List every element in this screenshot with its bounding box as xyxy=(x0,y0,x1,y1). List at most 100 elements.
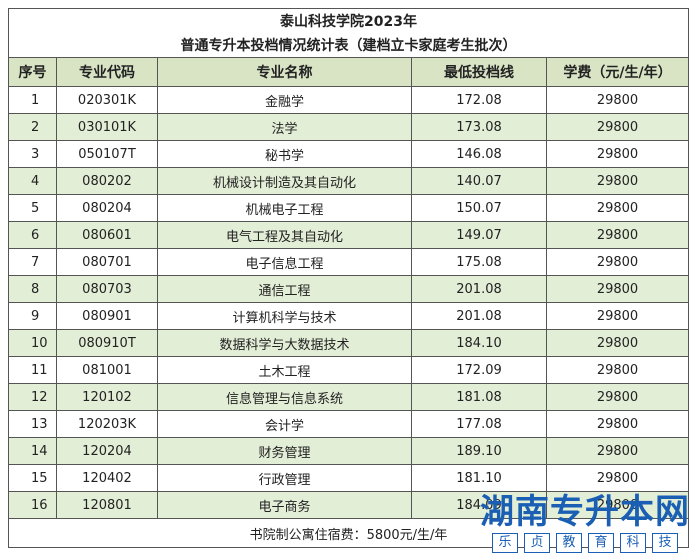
table-row: 14 120204 财务管理 189.10 29800 xyxy=(8,437,689,465)
table-cell: 184.10 xyxy=(411,329,547,357)
table-cell: 120402 xyxy=(56,464,158,492)
watermark: 湖南专升本网 乐贞教育科技 xyxy=(480,493,690,553)
watermark-subtitle: 乐贞教育科技 xyxy=(480,531,690,553)
table-cell: 土木工程 xyxy=(157,356,412,384)
table-cell: 11 xyxy=(8,356,57,384)
table-row: 6 080601 电气工程及其自动化 149.07 29800 xyxy=(8,221,689,249)
table-cell: 金融学 xyxy=(157,86,412,114)
table-row: 11 081001 土木工程 172.09 29800 xyxy=(8,356,689,384)
table-cell: 29800 xyxy=(546,410,689,438)
table-cell: 10 xyxy=(8,329,57,357)
table-cell: 电子商务 xyxy=(157,491,412,519)
table-cell: 行政管理 xyxy=(157,464,412,492)
table-cell: 150.07 xyxy=(411,194,547,222)
table-cell: 080601 xyxy=(56,221,158,249)
table-cell: 1 xyxy=(8,86,57,114)
watermark-char: 教 xyxy=(556,533,582,553)
column-header: 学费（元/生/年） xyxy=(546,57,689,87)
table-cell: 173.08 xyxy=(411,113,547,141)
table-cell: 3 xyxy=(8,140,57,168)
table-cell: 信息管理与信息系统 xyxy=(157,383,412,411)
table-row: 10 080910T 数据科学与大数据技术 184.10 29800 xyxy=(8,329,689,357)
table-cell: 081001 xyxy=(56,356,158,384)
table-cell: 数据科学与大数据技术 xyxy=(157,329,412,357)
table-cell: 4 xyxy=(8,167,57,195)
header-row: 序号 专业代码 专业名称 最低投档线 学费（元/生/年） xyxy=(8,57,689,87)
table-cell: 140.07 xyxy=(411,167,547,195)
table-cell: 146.08 xyxy=(411,140,547,168)
table-cell: 172.09 xyxy=(411,356,547,384)
watermark-title: 湖南专升本网 xyxy=(480,492,690,532)
table-cell: 030101K xyxy=(56,113,158,141)
table-row: 4 080202 机械设计制造及其自动化 140.07 29800 xyxy=(8,167,689,195)
table-cell: 机械设计制造及其自动化 xyxy=(157,167,412,195)
table-cell: 020301K xyxy=(56,86,158,114)
table-cell: 14 xyxy=(8,437,57,465)
table-row: 13 120203K 会计学 177.08 29800 xyxy=(8,410,689,438)
table-cell: 12 xyxy=(8,383,57,411)
table-cell: 29800 xyxy=(546,356,689,384)
table-cell: 080901 xyxy=(56,302,158,330)
table-cell: 201.08 xyxy=(411,275,547,303)
table-cell: 080703 xyxy=(56,275,158,303)
table-cell: 29800 xyxy=(546,194,689,222)
table-row: 12 120102 信息管理与信息系统 181.08 29800 xyxy=(8,383,689,411)
table-cell: 电子信息工程 xyxy=(157,248,412,276)
table-row: 5 080204 机械电子工程 150.07 29800 xyxy=(8,194,689,222)
table-cell: 29800 xyxy=(546,221,689,249)
table-cell: 080910T xyxy=(56,329,158,357)
table-cell: 29800 xyxy=(546,248,689,276)
table-row: 15 120402 行政管理 181.10 29800 xyxy=(8,464,689,492)
column-header: 专业代码 xyxy=(56,57,158,87)
table-cell: 6 xyxy=(8,221,57,249)
table-cell: 29800 xyxy=(546,329,689,357)
table-cell: 法学 xyxy=(157,113,412,141)
table-cell: 080701 xyxy=(56,248,158,276)
table-cell: 29800 xyxy=(546,302,689,330)
table-cell: 29800 xyxy=(546,383,689,411)
table-cell: 29800 xyxy=(546,113,689,141)
table-cell: 120102 xyxy=(56,383,158,411)
table-cell: 9 xyxy=(8,302,57,330)
table-cell: 8 xyxy=(8,275,57,303)
table-cell: 29800 xyxy=(546,140,689,168)
table-cell: 会计学 xyxy=(157,410,412,438)
table-cell: 2 xyxy=(8,113,57,141)
table-cell: 电气工程及其自动化 xyxy=(157,221,412,249)
table-row: 3 050107T 秘书学 146.08 29800 xyxy=(8,140,689,168)
table-cell: 177.08 xyxy=(411,410,547,438)
watermark-char: 育 xyxy=(588,533,614,553)
table-cell: 29800 xyxy=(546,491,689,519)
table-row: 16 120801 电子商务 184.09 29800 xyxy=(8,491,689,519)
table-cell: 秘书学 xyxy=(157,140,412,168)
table-cell: 29800 xyxy=(546,275,689,303)
table-cell: 29800 xyxy=(546,437,689,465)
table-cell: 181.10 xyxy=(411,464,547,492)
table-cell: 机械电子工程 xyxy=(157,194,412,222)
table-row: 7 080701 电子信息工程 175.08 29800 xyxy=(8,248,689,276)
table-row: 2 030101K 法学 173.08 29800 xyxy=(8,113,689,141)
column-header: 最低投档线 xyxy=(411,57,547,87)
table-cell: 184.09 xyxy=(411,491,547,519)
table-cell: 13 xyxy=(8,410,57,438)
title: 泰山科技学院2023年 xyxy=(8,8,689,33)
table-cell: 通信工程 xyxy=(157,275,412,303)
watermark-char: 乐 xyxy=(492,533,518,553)
watermark-char: 技 xyxy=(652,533,678,553)
table-cell: 172.08 xyxy=(411,86,547,114)
subtitle: 普通专升本投档情况统计表（建档立卡家庭考生批次） xyxy=(8,33,689,58)
table-cell: 计算机科学与技术 xyxy=(157,302,412,330)
table-cell: 7 xyxy=(8,248,57,276)
table-row: 8 080703 通信工程 201.08 29800 xyxy=(8,275,689,303)
table-cell: 080202 xyxy=(56,167,158,195)
table-row: 9 080901 计算机科学与技术 201.08 29800 xyxy=(8,302,689,330)
watermark-char: 科 xyxy=(620,533,646,553)
table-cell: 财务管理 xyxy=(157,437,412,465)
table-wrap: 泰山科技学院2023年 普通专升本投档情况统计表（建档立卡家庭考生批次） 序号专… xyxy=(8,8,689,548)
watermark-char: 贞 xyxy=(524,533,550,553)
table-row: 1 020301K 金融学 172.08 29800 xyxy=(8,86,689,114)
table-cell: 29800 xyxy=(546,464,689,492)
table-cell: 181.08 xyxy=(411,383,547,411)
column-header: 专业名称 xyxy=(157,57,412,87)
